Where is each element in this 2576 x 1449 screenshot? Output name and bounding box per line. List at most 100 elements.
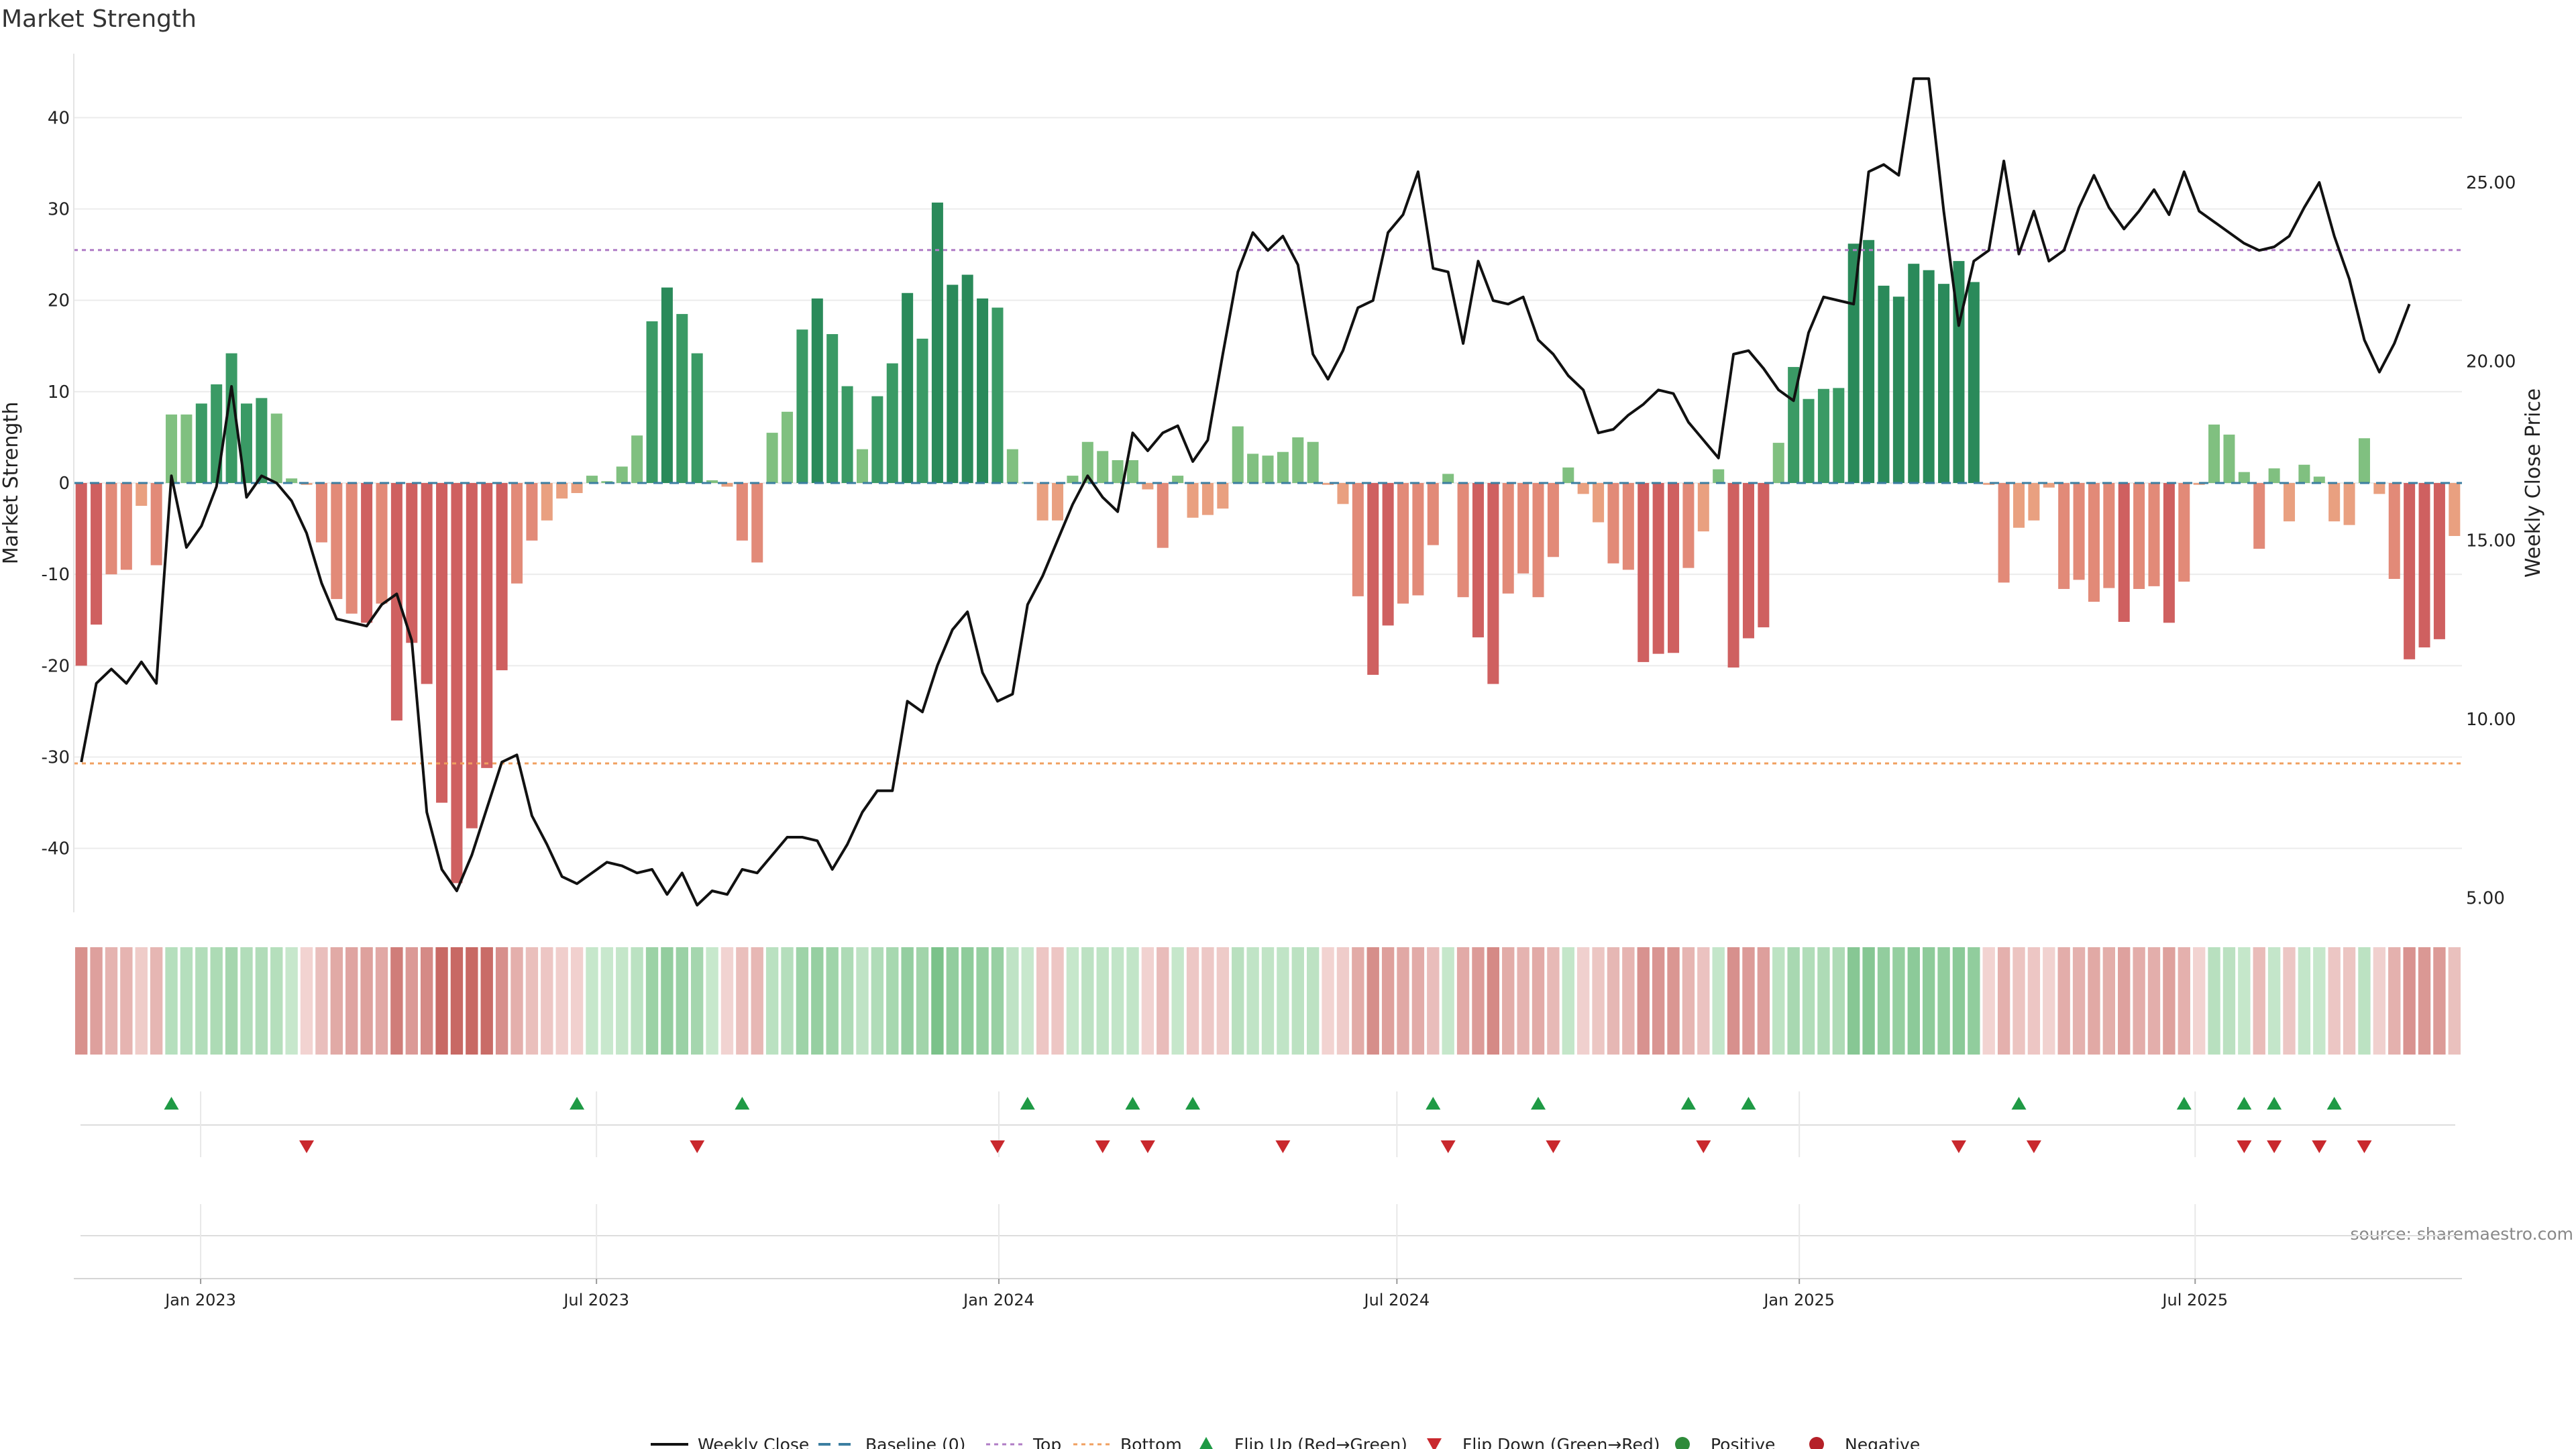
heat-cell: [1982, 947, 1995, 1055]
strength-bar: [1652, 483, 1664, 654]
strength-bar: [1081, 441, 1093, 483]
strength-bar: [2012, 483, 2025, 528]
heat-cell: [600, 947, 614, 1055]
strength-bar: [571, 483, 583, 493]
strength-bar: [2328, 483, 2341, 522]
strength-bar: [916, 338, 928, 483]
bar-layer: [75, 202, 2461, 883]
heat-cell: [2057, 947, 2070, 1055]
strength-bar: [2343, 483, 2355, 525]
strength-bar: [1742, 483, 1754, 639]
flip-up-marker: [2237, 1097, 2252, 1110]
flip-up-marker: [1020, 1097, 1035, 1110]
strength-bar: [1201, 483, 1214, 515]
heat-cell: [105, 947, 118, 1055]
strength-bar: [75, 483, 87, 666]
heat-cell: [75, 947, 88, 1055]
heat-cell: [1201, 947, 1214, 1055]
strength-bar: [331, 483, 343, 599]
heat-cell: [1126, 947, 1139, 1055]
y-tick-label: 0: [58, 474, 70, 494]
flip-up-marker: [1531, 1097, 1546, 1110]
heat-cell: [1712, 947, 1725, 1055]
heat-cell: [1442, 947, 1454, 1055]
strength-bar: [556, 483, 568, 499]
heat-cell: [2238, 947, 2251, 1055]
heat-cell: [931, 947, 944, 1055]
strength-bar: [586, 476, 598, 483]
heat-cell: [2088, 947, 2100, 1055]
heat-cell: [1261, 947, 1275, 1055]
heat-cell: [1907, 947, 1920, 1055]
heat-cell: [1637, 947, 1650, 1055]
heat-cell: [330, 947, 343, 1055]
y-tick-label: 10: [48, 382, 70, 402]
heat-cell: [1847, 947, 1860, 1055]
heat-cell: [946, 947, 959, 1055]
flip-down-marker: [989, 1140, 1005, 1153]
heat-cell: [225, 947, 238, 1055]
heat-cell: [1322, 947, 1334, 1055]
heat-cell: [1922, 947, 1935, 1055]
y2-tick-label: 5.00: [2466, 889, 2505, 909]
heat-cell: [886, 947, 899, 1055]
strength-bar: [1863, 239, 1875, 483]
heat-cell: [555, 947, 568, 1055]
strength-bar: [1157, 483, 1169, 548]
heat-cell: [1006, 947, 1019, 1055]
strength-bar: [2133, 483, 2145, 589]
strength-bar: [256, 398, 268, 483]
y-tick-label: 20: [48, 291, 70, 311]
heat-cell: [570, 947, 584, 1055]
heat-cell: [1682, 947, 1695, 1055]
heat-cell: [2027, 947, 2041, 1055]
strength-bar: [766, 433, 778, 483]
strength-bar: [1562, 467, 1574, 483]
heat-cell: [300, 947, 313, 1055]
heat-cell: [1562, 947, 1574, 1055]
strength-bar: [1292, 437, 1304, 483]
strength-bar: [195, 403, 207, 483]
heat-cell: [720, 947, 734, 1055]
strength-bar: [931, 202, 943, 483]
heat-cell: [2118, 947, 2131, 1055]
y2-axis-title: Weekly Close Price: [2522, 388, 2545, 578]
strength-bar: [166, 414, 178, 483]
heat-cell: [2222, 947, 2236, 1055]
y2-tick-label: 15.00: [2466, 531, 2516, 551]
strength-bar: [2238, 472, 2250, 483]
strength-bar: [286, 478, 298, 483]
heat-cell: [1051, 947, 1064, 1055]
heat-cell: [1757, 947, 1770, 1055]
heat-cell: [1427, 947, 1440, 1055]
strength-bar: [1908, 264, 1920, 483]
heat-cell: [1411, 947, 1425, 1055]
strength-bar: [1337, 483, 1349, 504]
strength-bar: [2404, 483, 2416, 659]
heat-cell: [1727, 947, 1740, 1055]
heat-cell: [1397, 947, 1409, 1055]
heat-cell: [1968, 947, 1980, 1055]
heat-cell: [1232, 947, 1244, 1055]
strength-bar: [1638, 483, 1650, 662]
strength-bar: [1412, 483, 1424, 596]
heat-cell: [796, 947, 809, 1055]
strength-bar: [1142, 483, 1154, 490]
strength-bar: [1172, 476, 1184, 483]
heat-cell: [525, 947, 539, 1055]
heat-cell: [1487, 947, 1500, 1055]
flip-up-marker: [1185, 1097, 1201, 1110]
heat-cell: [2448, 947, 2461, 1055]
y2-tick-label: 20.00: [2466, 352, 2516, 372]
legend-item-flip-up: Flip Up (Red→Green): [1199, 1435, 1407, 1449]
heat-cell: [1216, 947, 1230, 1055]
y-tick-label: -10: [42, 565, 70, 585]
heat-cell: [2253, 947, 2265, 1055]
x-tick-label: Jul 2025: [2161, 1291, 2228, 1309]
strength-bar: [120, 483, 132, 570]
heat-cell: [1381, 947, 1395, 1055]
heat-cell: [1952, 947, 1966, 1055]
strength-bar: [1367, 483, 1379, 675]
strength-bar: [361, 483, 373, 623]
x-tick-label: Jan 2023: [164, 1291, 236, 1309]
